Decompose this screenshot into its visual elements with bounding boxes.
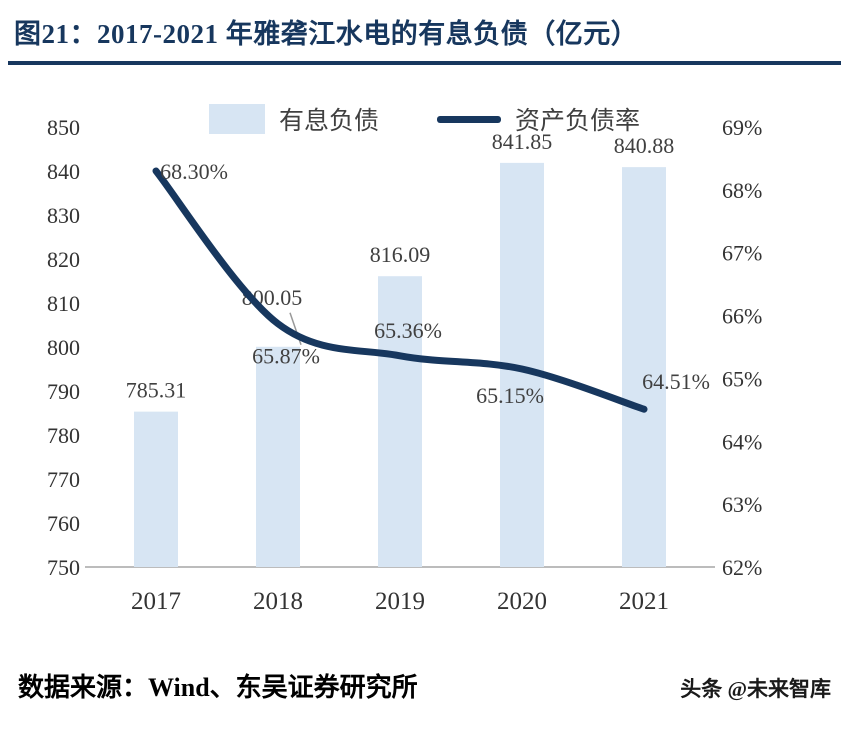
left-axis-tick: 760 — [47, 511, 80, 536]
left-axis-tick: 840 — [47, 159, 80, 184]
watermark-text: 头条 @未来智库 — [680, 677, 831, 701]
title-underline — [8, 61, 841, 65]
x-axis-label: 2017 — [131, 588, 181, 615]
left-axis-tick: 820 — [47, 247, 80, 272]
left-axis-tick: 800 — [47, 335, 80, 360]
bar-value-label: 840.88 — [614, 133, 675, 158]
footer: 数据来源：Wind、东吴证券研究所 头条 @未来智库 — [0, 667, 849, 704]
data-source-text: 数据来源：Wind、东吴证券研究所 — [18, 673, 418, 702]
combo-chart: 750 760 770 780 790 800 810 820 830 840 850 62% 63% 6… — [47, 115, 762, 615]
line-value-label: 64.51% — [642, 369, 710, 394]
right-axis-tick: 64% — [722, 429, 762, 454]
x-axis-label: 2021 — [619, 588, 669, 615]
left-axis-tick: 830 — [47, 203, 80, 228]
left-axis-tick: 790 — [47, 379, 80, 404]
right-axis-tick: 65% — [722, 366, 762, 391]
bar-2019 — [378, 276, 422, 567]
line-value-label: 65.87% — [252, 344, 320, 369]
bar-value-label: 816.09 — [370, 242, 431, 267]
line-value-label: 68.30% — [160, 159, 228, 184]
chart-area: 750 760 770 780 790 800 810 820 830 840 850 62% 63% 6… — [0, 67, 849, 657]
x-axis-label: 2019 — [375, 588, 425, 615]
x-axis-label: 2018 — [253, 588, 303, 615]
bar-value-label: 785.31 — [126, 378, 187, 403]
left-axis-tick: 810 — [47, 291, 80, 316]
x-axis-label: 2020 — [497, 588, 547, 615]
line-value-label: 65.36% — [374, 318, 442, 343]
right-axis-tick: 66% — [722, 304, 762, 329]
left-axis-tick: 750 — [47, 555, 80, 580]
right-axis-tick: 62% — [722, 555, 762, 580]
right-axis-tick: 67% — [722, 241, 762, 266]
right-axis-tick: 69% — [722, 115, 762, 140]
bar-2017 — [134, 411, 178, 567]
line-value-label: 65.15% — [476, 383, 544, 408]
page-title: 图21：2017-2021 年雅砻江水电的有息负债（亿元） — [14, 19, 639, 49]
right-axis-tick: 63% — [722, 492, 762, 517]
bar-2018 — [256, 346, 300, 567]
left-axis-tick: 780 — [47, 423, 80, 448]
left-axis-tick: 850 — [47, 115, 80, 140]
bar-2021 — [622, 167, 666, 567]
left-axis-tick: 770 — [47, 467, 80, 492]
bar-value-label: 841.85 — [492, 129, 553, 154]
line-series — [152, 167, 648, 413]
right-axis-tick: 68% — [722, 178, 762, 203]
